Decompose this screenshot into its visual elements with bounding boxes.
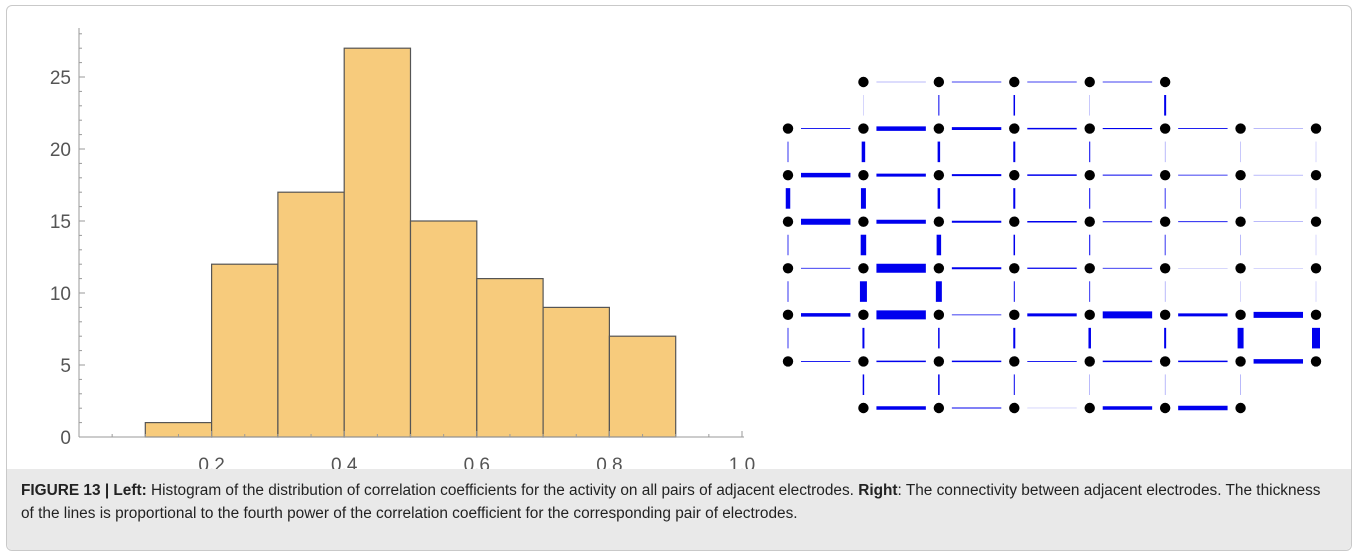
electrode-node	[782, 309, 794, 321]
electrode-node	[1310, 356, 1322, 367]
electrode-node	[1009, 356, 1020, 367]
y-tick-label: 5	[60, 356, 71, 377]
electrode-node	[782, 123, 794, 134]
electrode-node	[933, 263, 945, 274]
electrode-node	[1235, 169, 1246, 181]
caption-right-text: : The connectivity between adjacent elec…	[21, 482, 1321, 522]
caption-figure-label: FIGURE 13 |	[21, 482, 114, 499]
electrode-node	[1009, 402, 1020, 414]
y-tick-label: 25	[50, 68, 71, 89]
histogram-bars	[144, 47, 677, 438]
electrode-node	[1235, 356, 1246, 367]
electrode-node	[782, 169, 794, 181]
electrode-node	[1009, 169, 1020, 181]
electrode-node	[1310, 263, 1322, 274]
electrode-node	[1084, 402, 1095, 414]
electrode-node	[858, 356, 869, 367]
histogram-bar	[277, 191, 345, 438]
histogram-bar	[542, 306, 610, 438]
figure-caption: FIGURE 13 | Left: Histogram of the distr…	[7, 469, 1351, 550]
electrode-node	[933, 76, 945, 88]
histogram-bar	[608, 335, 677, 438]
electrode-node	[782, 356, 794, 367]
electrode-node	[1084, 263, 1095, 274]
electrode-node	[1310, 169, 1322, 181]
electrode-node	[858, 169, 869, 181]
electrode-node	[1235, 123, 1246, 134]
electrode-node	[858, 263, 869, 274]
electrode-node	[1235, 263, 1246, 274]
electrode-node	[1310, 123, 1322, 134]
electrode-node	[1084, 169, 1095, 181]
electrode-node	[1009, 263, 1020, 274]
electrode-node	[782, 216, 794, 227]
electrode-node	[1235, 216, 1246, 227]
electrode-node	[1084, 356, 1095, 367]
electrode-node	[1084, 309, 1095, 321]
electrode-node	[1159, 309, 1171, 321]
electrode-node	[1235, 309, 1246, 321]
electrode-node	[858, 309, 869, 321]
electrode-node	[1310, 309, 1322, 321]
electrode-node	[1159, 76, 1171, 88]
histogram-bar	[343, 47, 412, 438]
electrode-node	[782, 263, 794, 274]
electrode-node	[858, 76, 869, 88]
electrode-node	[1159, 356, 1171, 367]
electrode-node	[1084, 216, 1095, 227]
y-tick-label: 10	[50, 284, 71, 305]
electrode-node	[1310, 216, 1322, 227]
electrode-node	[933, 123, 945, 134]
y-tick-label: 15	[50, 212, 71, 233]
y-tick-label: 20	[50, 140, 71, 161]
electrode-node	[1009, 216, 1020, 227]
electrode-node	[933, 356, 945, 367]
electrode-node	[933, 216, 945, 227]
electrode-node	[933, 402, 945, 414]
electrode-node	[1235, 402, 1246, 414]
electrode-node	[858, 402, 869, 414]
connectivity-edges	[785, 81, 1321, 411]
y-tick-label: 0	[60, 428, 71, 449]
histogram-bar	[211, 263, 279, 438]
connectivity-grid	[782, 76, 1322, 414]
electrode-node	[1159, 169, 1171, 181]
electrode-node	[1159, 402, 1171, 414]
electrode-nodes	[782, 76, 1322, 414]
caption-left-label: Left:	[113, 482, 147, 499]
caption-left-text: Histogram of the distribution of correla…	[146, 482, 859, 499]
electrode-node	[1159, 123, 1171, 134]
electrode-node	[1009, 76, 1020, 88]
electrode-node	[1009, 123, 1020, 134]
electrode-node	[858, 216, 869, 227]
caption-right-label: Right	[858, 482, 898, 499]
electrode-node	[1084, 76, 1095, 88]
electrode-node	[1009, 309, 1020, 321]
electrode-node	[933, 309, 945, 321]
electrode-node	[1159, 263, 1171, 274]
electrode-node	[933, 169, 945, 181]
electrode-node	[1084, 123, 1095, 134]
electrode-node	[1159, 216, 1171, 227]
electrode-node	[858, 123, 869, 134]
